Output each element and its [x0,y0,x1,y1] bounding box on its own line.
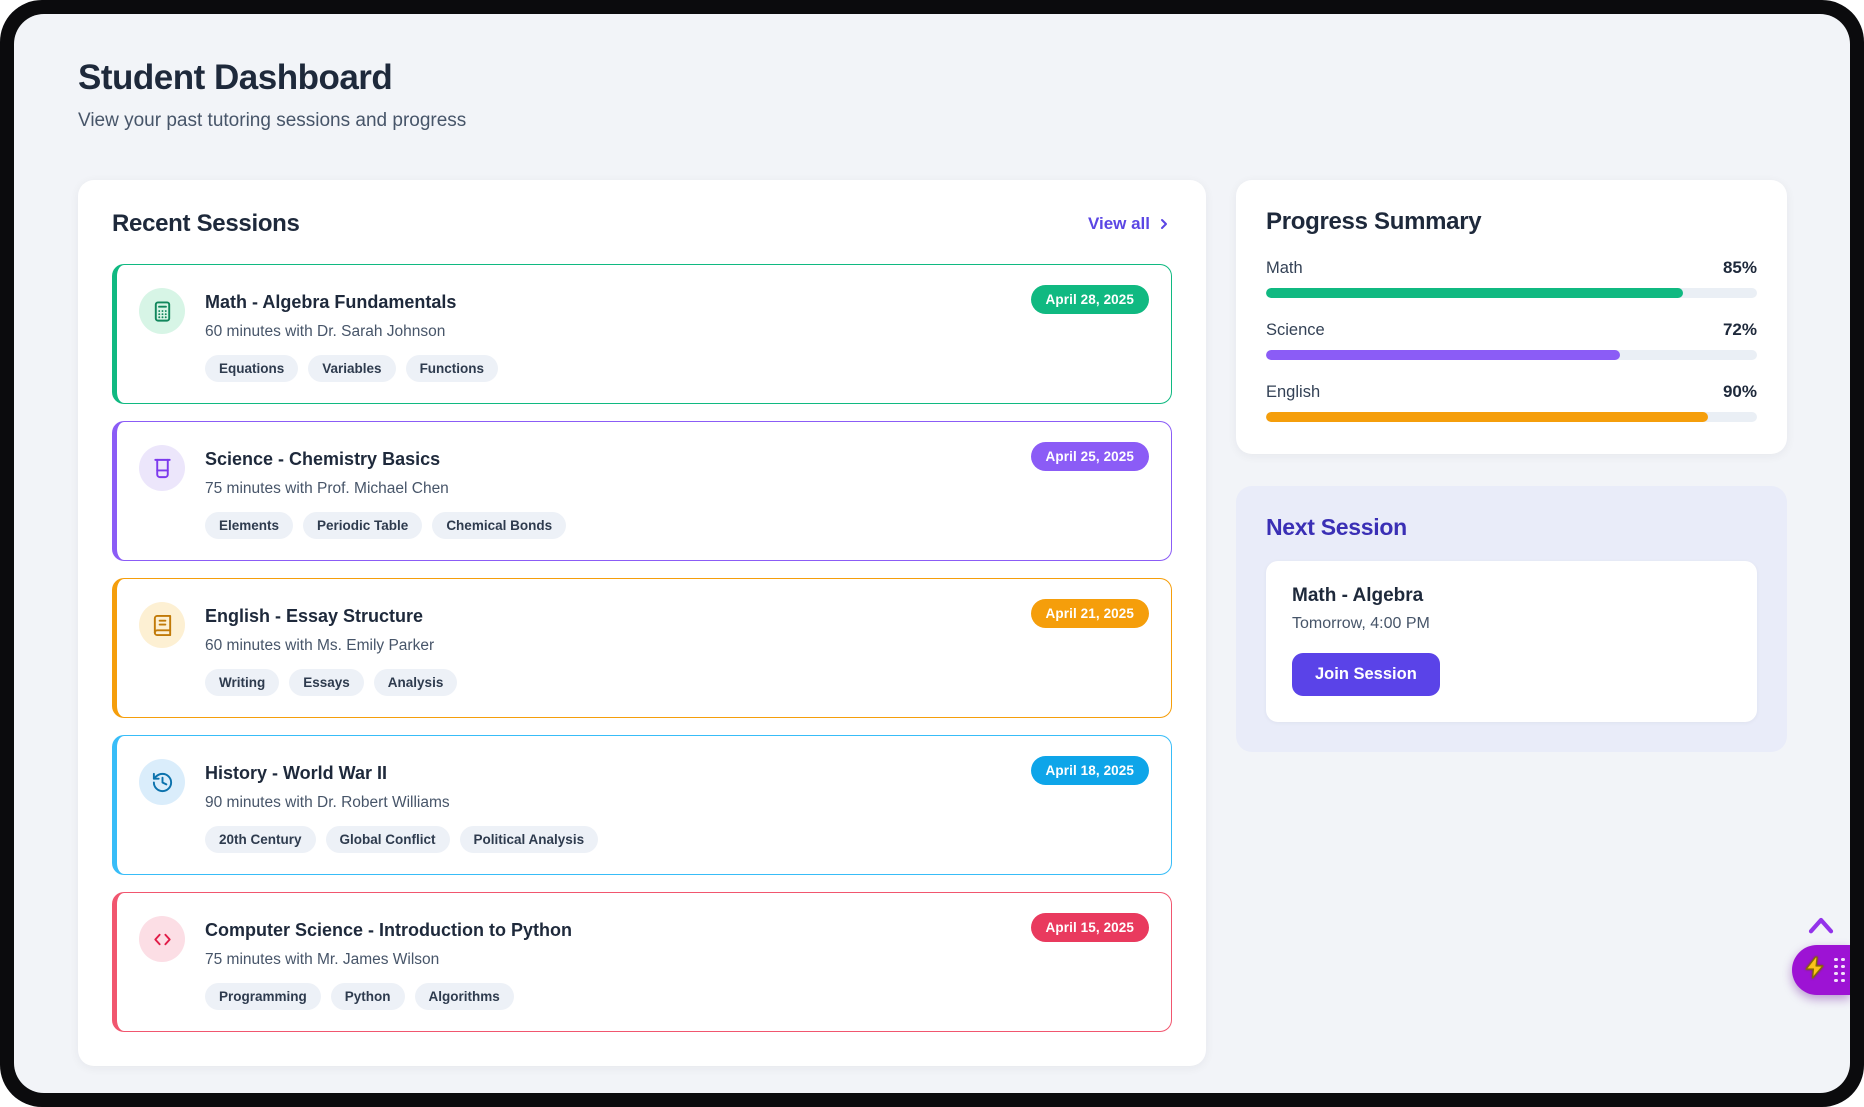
session-tag: Chemical Bonds [432,512,567,539]
session-meta: 75 minutes with Mr. James Wilson [205,951,440,968]
progress-bar-track [1266,350,1757,360]
assistant-widget-button[interactable] [1792,945,1850,995]
next-session-card: Next Session Math - Algebra Tomorrow, 4:… [1236,486,1787,752]
session-tag: Analysis [373,669,458,696]
progress-percent: 72% [1722,320,1757,339]
progress-subject-label: Math [1266,259,1303,277]
session-body: English - Essay Structure 60 minutes with… [205,600,458,696]
session-card[interactable]: English - Essay Structure 60 minutes with… [112,578,1172,718]
session-tags: Programming Python Algorithms [205,983,572,1010]
right-column: Progress Summary Math 85% Science 72% Englis… [1236,180,1787,752]
session-card[interactable]: Science - Chemistry Basics 75 minutes wit… [112,421,1172,561]
book-icon [139,602,185,648]
session-tags: Equations Variables Functions [205,355,499,382]
session-date-badge: April 28, 2025 [1030,285,1149,314]
session-meta: 75 minutes with Prof. Michael Chen [205,480,449,497]
session-meta: 60 minutes with Dr. Sarah Johnson [205,323,446,340]
session-tag: Political Analysis [459,826,599,853]
progress-bar-track [1266,288,1757,298]
session-tag: Essays [289,669,364,696]
progress-subject-label: Science [1266,321,1325,339]
session-tag: Global Conflict [325,826,450,853]
history-icon [139,759,185,805]
session-tags: 20th Century Global Conflict Political Ana… [205,826,599,853]
page-subtitle: View your past tutoring sessions and pro… [78,110,467,131]
progress-row: Science 72% [1266,320,1757,360]
next-session-detail: Math - Algebra Tomorrow, 4:00 PM Join Se… [1266,561,1757,722]
session-tag: Functions [405,355,499,382]
progress-bar-fill [1266,288,1684,298]
session-tag: Variables [308,355,396,382]
progress-list: Math 85% Science 72% English 90% [1266,258,1757,422]
progress-summary-heading: Progress Summary [1266,208,1482,235]
progress-percent: 85% [1722,258,1757,277]
dashboard-screen: Student Dashboard View your past tutorin… [14,14,1850,1093]
progress-bar-fill [1266,350,1620,360]
next-session-time: Tomorrow, 4:00 PM [1292,615,1430,632]
session-body: Computer Science - Introduction to Pytho… [205,914,572,1010]
recent-sessions-heading: Recent Sessions [112,210,300,237]
session-body: Science - Chemistry Basics 75 minutes wit… [205,443,567,539]
view-all-label: View all [1087,214,1150,233]
join-session-button[interactable]: Join Session [1292,653,1440,696]
page-title: Student Dashboard [78,58,393,97]
progress-percent: 90% [1722,382,1757,401]
progress-summary-card: Progress Summary Math 85% Science 72% Englis… [1236,180,1787,454]
session-body: Math - Algebra Fundamentals 60 minutes wi… [205,286,499,382]
code-icon [139,916,185,962]
progress-bar-fill [1266,412,1708,422]
chevron-up-icon [1806,914,1836,941]
chevron-right-icon [1156,216,1172,232]
session-card[interactable]: Computer Science - Introduction to Pytho… [112,892,1172,1032]
session-tag: Python [330,983,405,1010]
session-tag: Elements [205,512,294,539]
session-date-badge: April 15, 2025 [1030,913,1149,942]
session-date-badge: April 25, 2025 [1030,442,1149,471]
session-title: Computer Science - Introduction to Pytho… [205,920,573,940]
session-title: Math - Algebra Fundamentals [205,292,457,312]
session-tag: Equations [205,355,299,382]
progress-row: English 90% [1266,382,1757,422]
progress-row: Math 85% [1266,258,1757,298]
session-title: History - World War II [205,763,388,783]
session-list: Math - Algebra Fundamentals 60 minutes wi… [112,264,1172,1032]
next-session-heading: Next Session [1266,514,1407,540]
progress-subject-label: English [1266,383,1321,401]
session-meta: 60 minutes with Ms. Emily Parker [205,637,435,654]
view-all-link[interactable]: View all [1088,214,1172,234]
session-date-badge: April 18, 2025 [1030,756,1149,785]
session-meta: 90 minutes with Dr. Robert Williams [205,794,450,811]
session-tag: 20th Century [205,826,316,853]
scroll-to-top-button[interactable] [1804,914,1838,940]
session-tag: Periodic Table [303,512,423,539]
session-card[interactable]: History - World War II 90 minutes with Dr… [112,735,1172,875]
drag-handle-icon [1834,957,1845,983]
session-title: English - Essay Structure [205,606,424,626]
lightning-icon [1802,955,1827,985]
session-date-badge: April 21, 2025 [1030,599,1149,628]
session-title: Science - Chemistry Basics [205,449,441,469]
session-tags: Elements Periodic Table Chemical Bonds [205,512,567,539]
progress-bar-track [1266,412,1757,422]
session-card[interactable]: Math - Algebra Fundamentals 60 minutes wi… [112,264,1172,404]
session-body: History - World War II 90 minutes with Dr… [205,757,599,853]
session-tag: Programming [205,983,321,1010]
next-session-title: Math - Algebra [1292,585,1424,606]
session-tag: Algorithms [414,983,514,1010]
session-tag: Writing [205,669,280,696]
beaker-icon [139,445,185,491]
recent-sessions-card: Recent Sessions View all Math - Algebra … [78,180,1206,1066]
calculator-icon [139,288,185,334]
session-tags: Writing Essays Analysis [205,669,458,696]
